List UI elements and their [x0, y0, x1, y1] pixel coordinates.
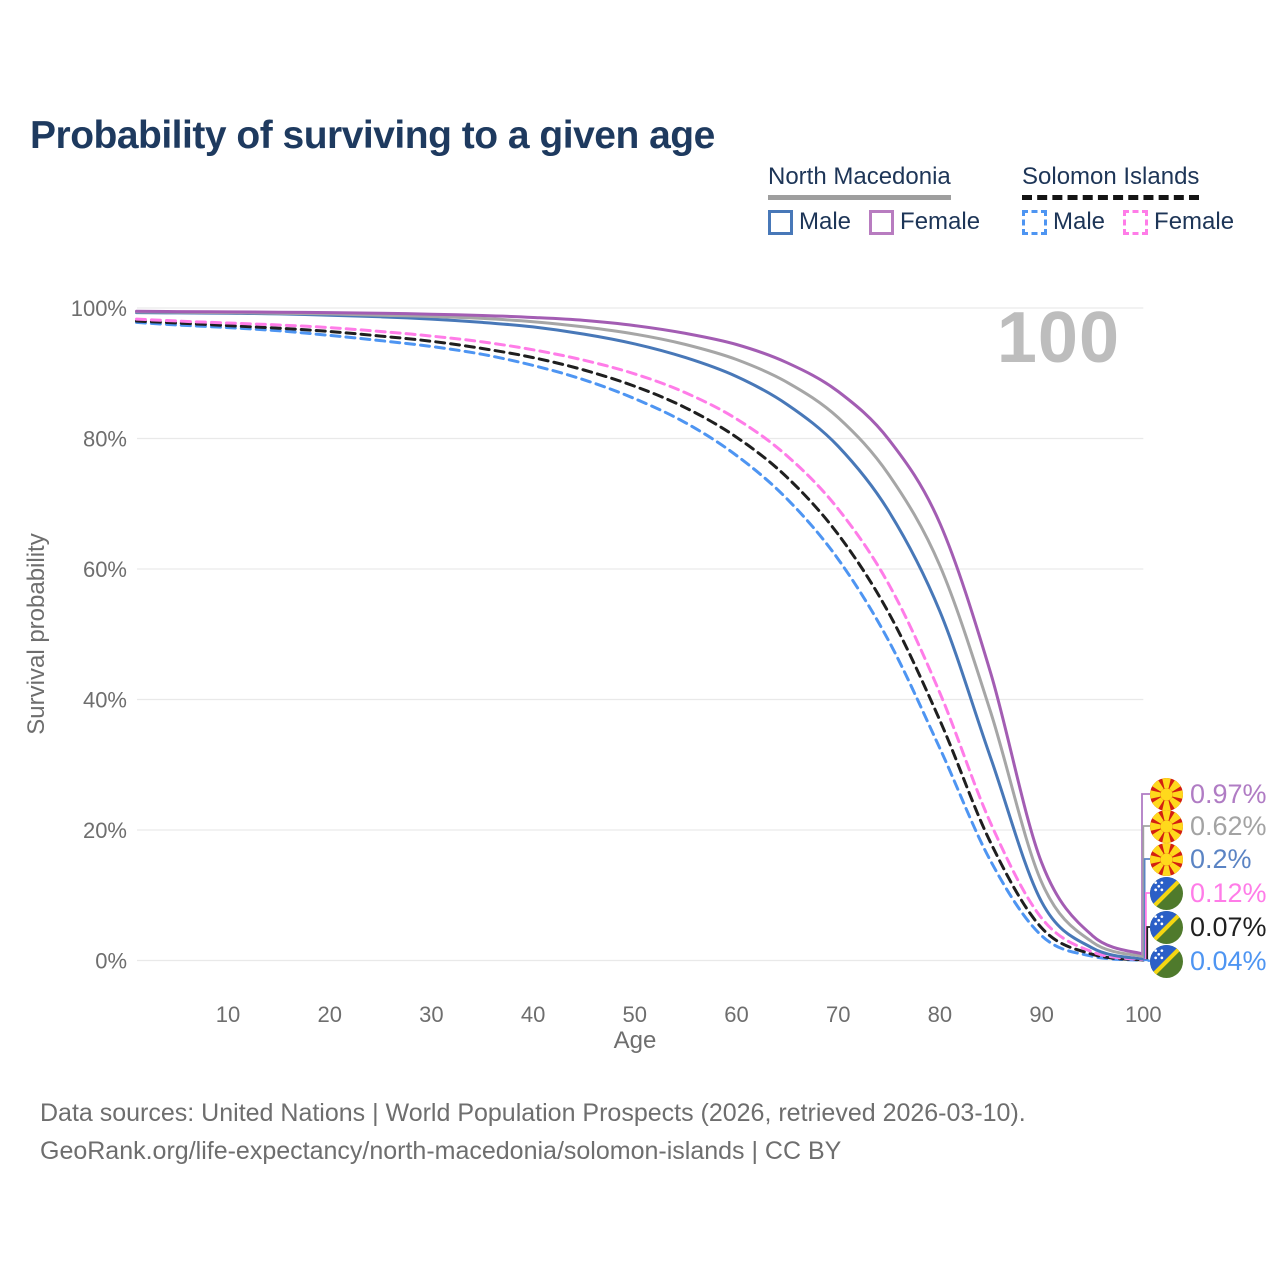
- end-value-si-both: 0.07%: [1190, 912, 1267, 942]
- legend-item-label: Male: [799, 208, 852, 235]
- end-label-row: 0.62%: [1150, 810, 1267, 843]
- x-tick-label: 20: [317, 1002, 341, 1027]
- x-tick-label: 90: [1029, 1002, 1053, 1027]
- legend-items-north-macedonia: Male Female: [768, 208, 980, 236]
- end-label-row: 0.07%: [1150, 911, 1267, 944]
- y-tick-label: 40%: [83, 688, 127, 713]
- legend-group-solomon-islands: Solomon Islands Male Female: [1022, 163, 1234, 236]
- end-label-row: 0.04%: [1150, 945, 1267, 978]
- x-tick-label: 30: [419, 1002, 443, 1027]
- x-tick-label: 50: [623, 1002, 647, 1027]
- nm-female-swatch-icon[interactable]: [869, 209, 895, 235]
- y-axis-title: Survival probability: [23, 533, 50, 734]
- curve-solomon-islands-male: [135, 320, 1145, 962]
- end-value-si-female: 0.12%: [1190, 878, 1267, 908]
- legend-item-label: Female: [900, 208, 981, 235]
- x-tick-label: 80: [928, 1002, 952, 1027]
- y-tick-label: 100%: [71, 296, 127, 321]
- x-tick-label: 60: [724, 1002, 748, 1027]
- solomon-islands-flag-icon: [1150, 911, 1183, 944]
- north-macedonia-flag-icon: [1150, 843, 1183, 876]
- end-label-row: 0.97%: [1150, 778, 1267, 811]
- curve-solomon-islands-female: [135, 317, 1145, 962]
- legend-item-label: Male: [1053, 208, 1106, 235]
- footer-sources-line: Data sources: United Nations | World Pop…: [40, 1099, 1026, 1127]
- si-male-swatch-icon[interactable]: [1022, 209, 1047, 235]
- x-tick-label: 40: [521, 1002, 545, 1027]
- legend-group-north-macedonia: North Macedonia Male Female: [768, 163, 980, 236]
- x-tick-label: 70: [826, 1002, 850, 1027]
- north-macedonia-flag-icon: [1150, 778, 1183, 811]
- si-female-swatch-icon[interactable]: [1123, 209, 1149, 235]
- solomon-islands-flag-icon: [1150, 877, 1183, 910]
- legend-item-label: Female: [1154, 208, 1235, 235]
- x-tick-label: 100: [1125, 1002, 1162, 1027]
- y-axis-tick-labels: 0% 20% 40% 60% 80% 100%: [71, 296, 127, 974]
- legend-title-solomon-islands: Solomon Islands: [1022, 163, 1200, 200]
- y-tick-label: 20%: [83, 818, 127, 843]
- legend-item-si-female[interactable]: Female: [1123, 208, 1234, 236]
- x-tick-label: 10: [216, 1002, 240, 1027]
- end-label-connector: [1143, 959, 1151, 962]
- y-tick-label: 80%: [83, 427, 127, 452]
- legend-item-si-male[interactable]: Male: [1022, 208, 1105, 236]
- page-title: Probability of surviving to a given age: [30, 114, 715, 158]
- curve-north-macedonia-both-sexes: [135, 310, 1145, 958]
- end-value-nm-both: 0.62%: [1190, 811, 1267, 841]
- end-label-connector-lines: [1141, 793, 1151, 962]
- north-macedonia-flag-icon: [1150, 810, 1183, 843]
- curve-solomon-islands-both-sexes: [135, 319, 1145, 962]
- end-label-row: 0.12%: [1150, 877, 1267, 910]
- y-tick-label: 60%: [83, 557, 127, 582]
- survival-curves: [135, 309, 1145, 962]
- solomon-islands-flag-icon: [1150, 945, 1183, 978]
- nm-male-swatch-icon[interactable]: [768, 209, 793, 235]
- legend-item-nm-male[interactable]: Male: [768, 208, 851, 236]
- end-value-si-male: 0.04%: [1190, 946, 1267, 976]
- end-value-nm-female: 0.97%: [1190, 779, 1267, 809]
- y-tick-label: 0%: [95, 949, 127, 974]
- end-value-nm-male: 0.2%: [1190, 844, 1252, 874]
- data-source-footer: Data sources: United Nations | World Pop…: [40, 1094, 1026, 1170]
- x-axis-tick-labels: 10 20 30 40 50 60 70 80 90 100: [216, 1002, 1162, 1027]
- watermark-age-100: 100: [997, 298, 1120, 378]
- end-label-connector: [1142, 825, 1151, 957]
- end-label-row: 0.2%: [1150, 843, 1252, 876]
- legend-item-nm-female[interactable]: Female: [869, 208, 980, 236]
- legend-title-north-macedonia: North Macedonia: [768, 163, 951, 200]
- curve-north-macedonia-female: [135, 309, 1145, 956]
- footer-url-line: GeoRank.org/life-expectancy/north-macedo…: [40, 1137, 842, 1165]
- legend-items-solomon-islands: Male Female: [1022, 208, 1234, 236]
- x-axis-title: Age: [614, 1027, 657, 1054]
